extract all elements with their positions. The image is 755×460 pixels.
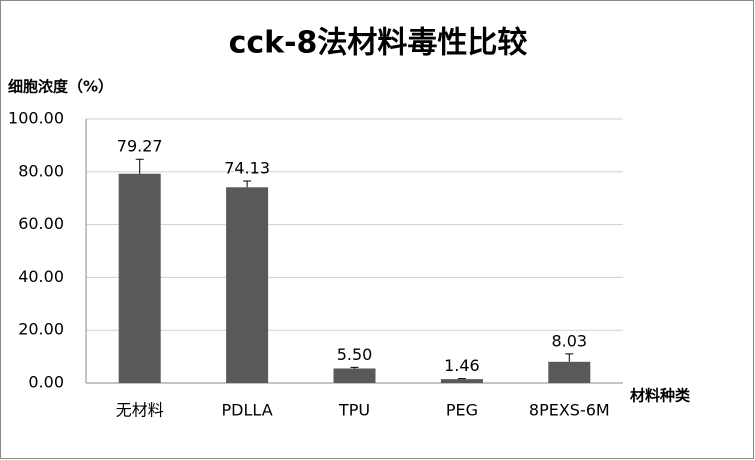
error-bar	[243, 180, 252, 188]
value-label: 5.50	[337, 345, 373, 364]
value-label: 74.13	[224, 158, 270, 177]
y-tick-label: 60.00	[18, 214, 64, 233]
bar	[440, 379, 483, 383]
x-tick-label: 无材料	[116, 401, 164, 420]
bar	[548, 361, 591, 383]
bar	[226, 187, 269, 383]
y-axis-label: 细胞浓度（%）	[8, 78, 113, 96]
x-tick-label: PEG	[446, 401, 478, 420]
error-bar	[350, 366, 359, 369]
bar	[118, 173, 161, 383]
x-axis-label: 材料种类	[630, 387, 691, 405]
y-tick-label: 20.00	[18, 320, 64, 339]
y-tick-label: 0.00	[28, 373, 64, 392]
value-label: 8.03	[551, 331, 587, 350]
y-tick-label: 40.00	[18, 267, 64, 286]
bar	[333, 368, 376, 383]
x-tick-label: PDLLA	[222, 401, 273, 420]
value-label: 79.27	[117, 137, 163, 156]
x-tick-label: 8PEXS-6M	[529, 401, 610, 420]
error-bar	[135, 158, 144, 174]
chart-title: cck-8法材料毒性比较	[229, 26, 528, 61]
y-tick-label: 80.00	[18, 161, 64, 180]
y-tick-label: 100.00	[8, 109, 64, 128]
error-bar	[457, 378, 466, 380]
x-tick-label: TPU	[338, 401, 370, 420]
value-label: 1.46	[444, 356, 480, 375]
error-bar	[565, 353, 574, 362]
